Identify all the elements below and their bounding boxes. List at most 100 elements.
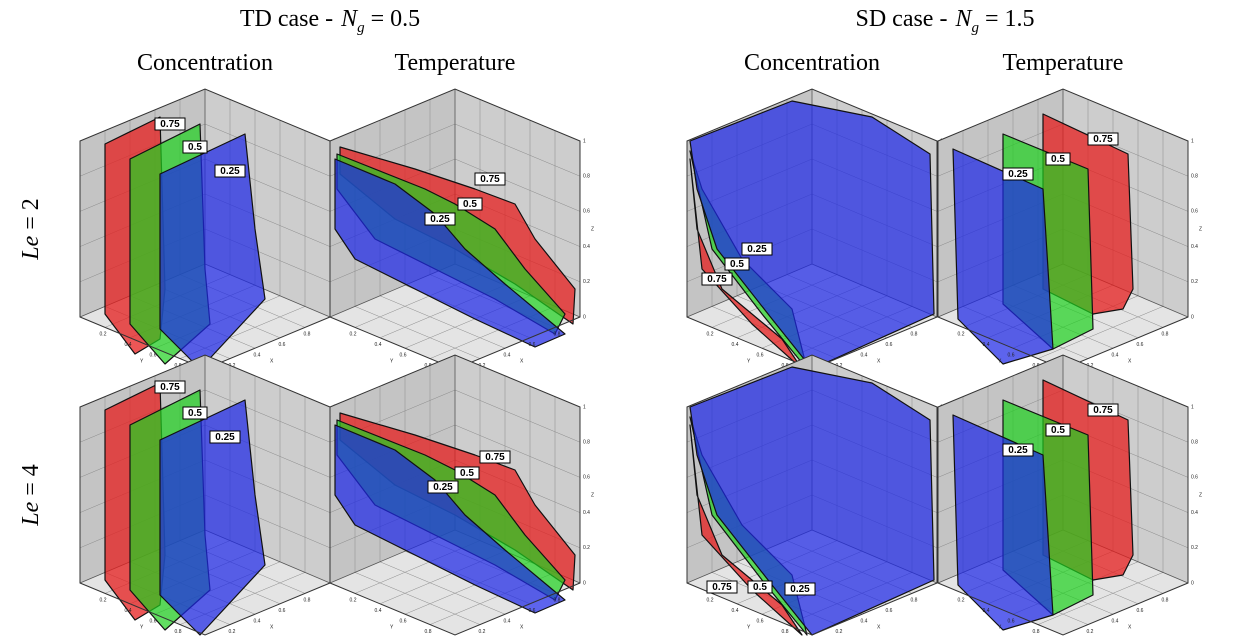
x-axis-name: X [877, 358, 881, 364]
row-symbol: Le [18, 235, 44, 260]
panel: 00.20.40.60.810.20.20.40.40.60.60.80.8XY… [79, 88, 344, 370]
box-outline [686, 88, 938, 370]
y-tick-label: 0.4 [983, 608, 990, 614]
box-outline [686, 354, 938, 636]
y-tick-label: 0.6 [400, 353, 407, 359]
y-tick-label: 0.4 [732, 608, 739, 614]
contour-label-box [706, 580, 738, 594]
grid-line [1037, 306, 1164, 359]
grid-line [379, 561, 506, 615]
y-axis-name: Y [747, 358, 751, 364]
z-tick-label: 0 [1191, 580, 1194, 586]
row-label: Le = 2 [18, 198, 44, 261]
z-tick-label: 0.8 [1191, 174, 1198, 180]
z-tick-label: 0.8 [1191, 440, 1198, 446]
contour-label: 0.5 [460, 468, 474, 479]
grid-line [454, 389, 581, 443]
box-outline [937, 88, 1189, 370]
z-tick-label: 0.8 [583, 174, 590, 180]
grid-line [379, 295, 506, 349]
z-tick-label: 0.6 [583, 209, 590, 215]
z-axis-name: Z [591, 226, 594, 232]
box-outline [329, 88, 581, 370]
contour-label-box [182, 140, 208, 154]
y-tick-label: 0.8 [425, 629, 432, 635]
contour-label-box [209, 430, 241, 444]
panel: 00.20.40.60.810.20.20.40.40.60.60.80.8XY… [937, 354, 1202, 636]
grid-line [454, 123, 581, 177]
group-symbol: N [954, 6, 973, 32]
group-title: TD case - Ng = 0.5 [240, 6, 420, 36]
contour-label-box [154, 117, 186, 131]
contour-label: 0.5 [188, 408, 202, 419]
y-tick-label: 0.2 [958, 332, 965, 338]
contour-label-box [1002, 443, 1034, 457]
contour-label: 0.75 [1093, 405, 1113, 416]
y-tick-label: 0.2 [350, 332, 357, 338]
x-tick-label: 0.8 [1162, 598, 1169, 604]
x-tick-label: 0.8 [554, 332, 561, 338]
contour-label-box [474, 172, 506, 186]
x-tick-label: 0.8 [304, 598, 311, 604]
x-tick-label: 0.6 [1137, 342, 1144, 348]
panel: 00.20.40.60.810.20.20.40.40.60.60.80.8XY… [937, 88, 1202, 370]
contour-label: 0.25 [747, 244, 767, 255]
y-tick-label: 0.6 [757, 619, 764, 625]
y-axis-name: Y [747, 624, 751, 630]
contour-label: 0.75 [485, 452, 505, 463]
contour-label: 0.5 [1051, 154, 1065, 165]
z-tick-label: 0.8 [583, 440, 590, 446]
contour-label: 0.75 [160, 382, 180, 393]
column-title: Temperature [395, 50, 516, 76]
y-tick-label: 0.4 [375, 608, 382, 614]
x-tick-label: 0.2 [1087, 629, 1094, 635]
x-tick-label: 0.6 [279, 608, 286, 614]
grid-line [354, 572, 481, 625]
group-symbol: N [340, 6, 359, 32]
x-axis-name: X [520, 358, 524, 364]
y-axis-name: Y [998, 358, 1002, 364]
x-tick-label: 0.4 [1112, 619, 1119, 625]
panel: 00.20.40.60.810.20.20.40.40.60.60.80.8XY… [329, 354, 594, 636]
z-tick-label: 0.6 [1191, 209, 1198, 215]
y-axis-name: Y [390, 624, 394, 630]
contour-label-box [182, 406, 208, 420]
x-tick-label: 0.2 [479, 629, 486, 635]
panel: 00.20.40.60.810.20.20.40.40.60.60.80.8XY… [686, 88, 951, 370]
x-tick-label: 0.4 [504, 619, 511, 625]
z-tick-label: 0.6 [1191, 475, 1198, 481]
z-axis-name: Z [591, 492, 594, 498]
contour-label: 0.75 [1093, 134, 1113, 145]
isosurface [952, 148, 1054, 365]
y-axis-name: Y [140, 624, 144, 630]
x-tick-label: 0.4 [1112, 353, 1119, 359]
y-axis-name: Y [998, 624, 1002, 630]
contour-label: 0.75 [712, 582, 732, 593]
x-axis-name: X [520, 624, 524, 630]
contour-label-box [427, 480, 459, 494]
contour-label: 0.25 [433, 482, 453, 493]
contour-label-box [784, 582, 816, 596]
contour-label-box [741, 242, 773, 256]
contour-label-box [457, 197, 483, 211]
group-value: = 1.5 [985, 6, 1035, 32]
contour-label-box [154, 380, 186, 394]
contour-label: 0.5 [188, 142, 202, 153]
x-tick-label: 0.4 [861, 353, 868, 359]
grid-line [454, 424, 581, 478]
contour-label: 0.25 [1008, 445, 1028, 456]
z-tick-label: 1 [583, 404, 586, 410]
y-axis-name: Y [140, 358, 144, 364]
x-tick-label: 0.6 [886, 608, 893, 614]
contour-label: 0.25 [220, 166, 240, 177]
z-tick-label: 0 [583, 314, 586, 320]
z-tick-label: 0.4 [583, 510, 590, 516]
x-tick-label: 0.6 [886, 342, 893, 348]
contour-label-box [479, 450, 511, 464]
y-tick-label: 0.2 [100, 598, 107, 604]
x-tick-label: 0.4 [254, 353, 261, 359]
y-tick-label: 0.2 [707, 332, 714, 338]
z-tick-label: 0.4 [1191, 244, 1198, 250]
x-tick-label: 0.6 [529, 608, 536, 614]
